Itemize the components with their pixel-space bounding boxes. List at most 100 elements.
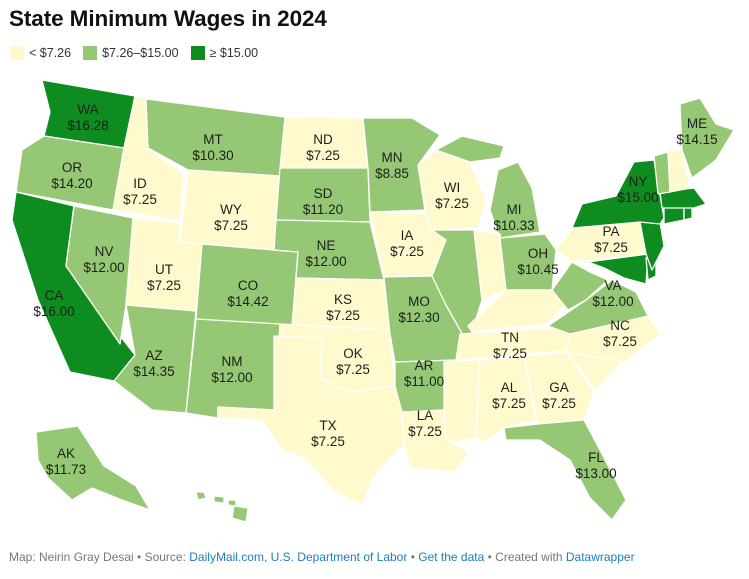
label-NC-abbr: NC (610, 318, 630, 333)
label-UT-abbr: UT (155, 262, 173, 277)
label-OK-wage: $7.25 (336, 362, 370, 377)
legend-item-low: < $7.26 (10, 46, 71, 60)
legend-swatch-mid (83, 46, 98, 60)
label-KS-abbr: KS (334, 292, 352, 307)
label-ME-wage: $14.15 (676, 132, 717, 147)
label-MT-wage: $10.30 (192, 148, 233, 163)
label-NY-abbr: NY (629, 174, 648, 189)
footer-source-link[interactable]: DailyMail.com, U.S. Department of Labor (189, 550, 408, 564)
label-WI-wage: $7.25 (435, 196, 469, 211)
label-VA-wage: $12.00 (592, 294, 633, 309)
legend-swatch-low (10, 46, 24, 60)
datawrapper-link[interactable]: Datawrapper (565, 550, 635, 564)
state-labels: WA $16.28 OR $14.20 CA $16.00 ID $7.25 N… (33, 102, 717, 481)
state-MS[interactable] (443, 359, 481, 443)
legend-label-high: ≥ $15.00 (209, 46, 259, 60)
state-NV[interactable] (65, 205, 134, 345)
label-AL-abbr: AL (501, 380, 518, 395)
state-GA[interactable] (523, 351, 595, 425)
state-OH[interactable] (499, 233, 557, 291)
legend-label-low: < $7.26 (29, 46, 72, 60)
label-CO-wage: $14.42 (227, 294, 268, 309)
label-ME-abbr: ME (687, 116, 707, 131)
legend-swatch-high (190, 46, 205, 60)
label-FL-wage: $13.00 (575, 466, 616, 481)
label-CA-abbr: CA (45, 288, 64, 303)
state-OR[interactable] (15, 135, 125, 211)
label-SD-wage: $11.20 (303, 202, 343, 217)
label-FL-abbr: FL (588, 450, 604, 465)
label-KS-wage: $7.25 (326, 308, 360, 323)
label-VA-abbr: VA (604, 278, 621, 293)
label-AZ-abbr: AZ (145, 348, 162, 363)
label-OH-abbr: OH (528, 246, 548, 261)
label-NM-abbr: NM (222, 354, 243, 369)
label-NM-wage: $12.00 (211, 370, 252, 385)
label-OR-wage: $14.20 (51, 176, 92, 191)
label-AR-abbr: AR (415, 358, 434, 373)
footer-byline: Map: Neirin Gray Desai • Source: (9, 550, 190, 564)
label-OH-wage: $10.45 (517, 262, 558, 277)
label-MT-abbr: MT (203, 132, 223, 147)
us-map: WA $16.28 OR $14.20 CA $16.00 ID $7.25 N… (0, 70, 749, 540)
label-TX-abbr: TX (319, 418, 336, 433)
label-PA-abbr: PA (602, 224, 619, 239)
legend-label-mid: $7.26–$15.00 (102, 46, 179, 60)
label-IA-wage: $7.25 (390, 244, 424, 259)
label-MI-abbr: MI (507, 202, 522, 217)
map-title: State Minimum Wages in 2024 (9, 6, 327, 31)
label-LA-abbr: LA (417, 408, 434, 423)
label-MN-abbr: MN (382, 150, 403, 165)
state-UP-MI[interactable] (435, 135, 505, 163)
state-AK[interactable] (35, 425, 151, 511)
label-WI-abbr: WI (444, 180, 461, 195)
state-HI-1[interactable] (195, 491, 207, 501)
label-MO-wage: $12.30 (398, 310, 439, 325)
label-SD-abbr: SD (314, 186, 333, 201)
label-WY-abbr: WY (220, 202, 242, 217)
label-LA-wage: $7.25 (408, 424, 442, 439)
label-UT-wage: $7.25 (147, 278, 181, 293)
label-NC-wage: $7.25 (603, 334, 637, 349)
label-AR-wage: $11.00 (404, 374, 444, 389)
state-MI[interactable] (489, 161, 541, 239)
state-TX[interactable] (217, 335, 405, 506)
footer-attribution: Map: Neirin Gray Desai • Source: DailyMa… (9, 550, 635, 564)
label-GA-wage: $7.25 (542, 396, 576, 411)
label-OK-abbr: OK (343, 346, 363, 361)
label-AK-abbr: AK (57, 446, 75, 461)
us-map-svg: WA $16.28 OR $14.20 CA $16.00 ID $7.25 N… (11, 79, 735, 523)
label-WA-wage: $16.28 (67, 118, 108, 133)
label-AL-wage: $7.25 (492, 396, 526, 411)
label-GA-abbr: GA (549, 380, 569, 395)
label-TX-wage: $7.25 (311, 434, 345, 449)
get-the-data-link[interactable]: Get the data (418, 550, 485, 564)
legend-item-mid: $7.26–$15.00 (83, 46, 179, 60)
label-OR-abbr: OR (62, 160, 83, 175)
label-MI-wage: $10.33 (493, 218, 534, 233)
label-NV-wage: $12.00 (83, 260, 124, 275)
label-CO-abbr: CO (238, 278, 258, 293)
state-FL[interactable] (503, 419, 627, 521)
state-ME[interactable] (679, 97, 735, 179)
label-ID-abbr: ID (133, 176, 147, 191)
label-AZ-wage: $14.35 (133, 364, 174, 379)
label-TN-abbr: TN (501, 330, 519, 345)
state-NH[interactable] (667, 149, 691, 193)
state-HI-4[interactable] (231, 505, 249, 523)
label-ID-wage: $7.25 (123, 192, 157, 207)
state-HI-3[interactable] (227, 499, 237, 507)
label-NV-abbr: NV (95, 244, 114, 259)
label-ND-abbr: ND (313, 132, 333, 147)
state-MD[interactable] (587, 253, 649, 285)
label-IA-abbr: IA (401, 228, 414, 243)
label-PA-wage: $7.25 (594, 240, 628, 255)
label-MN-wage: $8.85 (375, 166, 409, 181)
footer-separator-2: • Created with (484, 550, 566, 564)
label-NE-abbr: NE (317, 238, 336, 253)
legend-item-high: ≥ $15.00 (190, 46, 259, 60)
label-NY-wage: $15.00 (617, 190, 658, 205)
state-HI-2[interactable] (213, 495, 225, 504)
footer-separator-1: • (407, 550, 419, 564)
label-CA-wage: $16.00 (33, 304, 74, 319)
